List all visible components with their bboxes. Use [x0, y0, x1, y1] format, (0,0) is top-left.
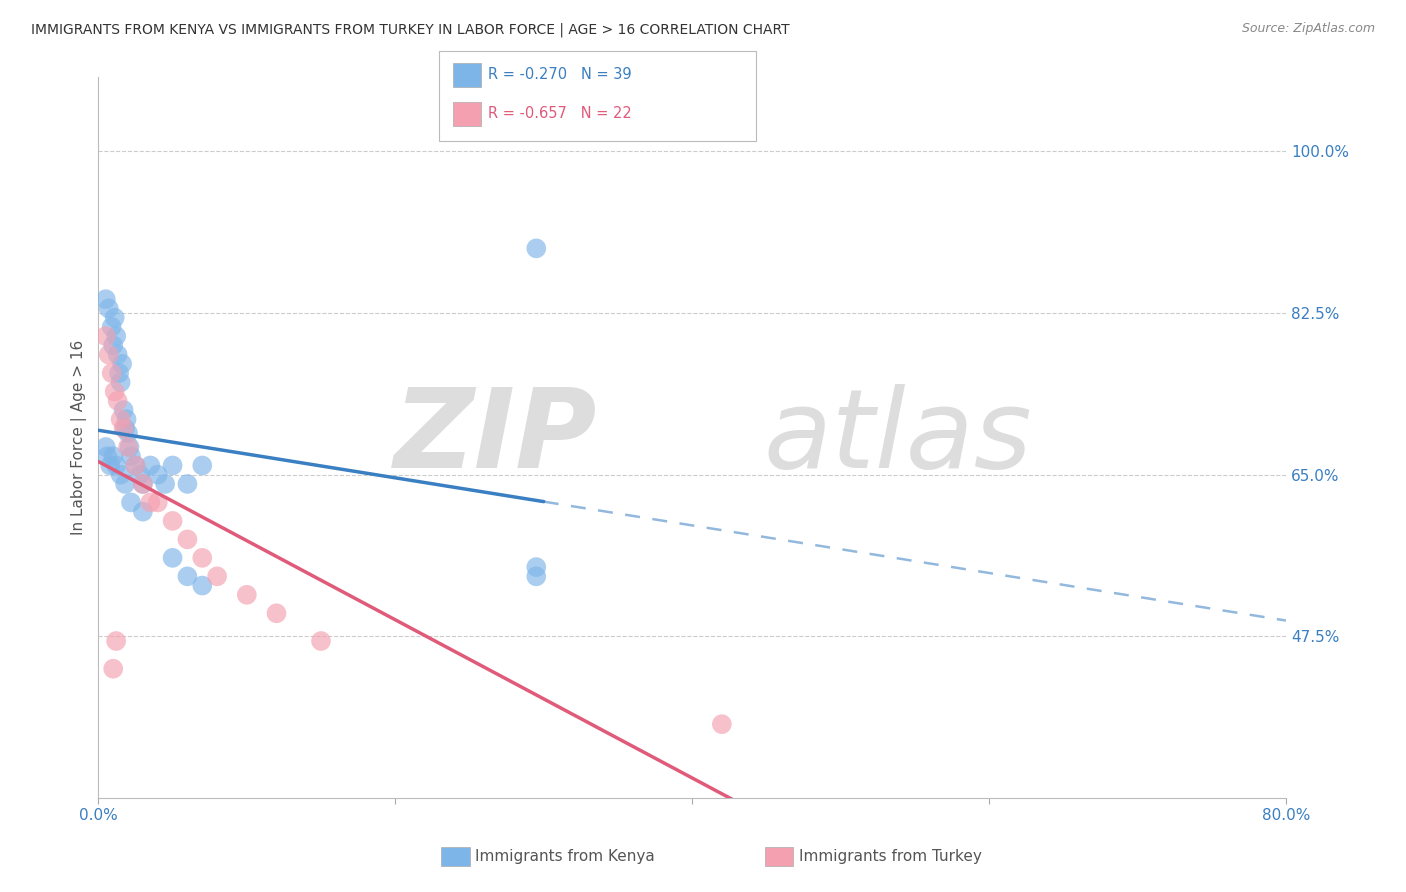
Point: [115, 412, 138, 426]
Text: ZIP: ZIP: [394, 384, 598, 491]
Text: Source: ZipAtlas.com: Source: ZipAtlas.com: [1241, 22, 1375, 36]
Point: [94, 329, 117, 343]
Point: [524, 560, 547, 574]
Point: [103, 449, 125, 463]
Point: [146, 467, 169, 482]
Point: [108, 366, 131, 380]
Point: [139, 458, 162, 473]
Point: [114, 477, 136, 491]
Point: [105, 458, 128, 473]
Point: [120, 495, 142, 509]
Text: Immigrants from Turkey: Immigrants from Turkey: [799, 849, 981, 863]
Point: [129, 467, 152, 482]
Point: [98, 458, 121, 473]
Point: [176, 569, 198, 583]
Y-axis label: In Labor Force | Age > 16: In Labor Force | Age > 16: [72, 340, 87, 535]
Point: [139, 495, 162, 509]
Point: [205, 569, 228, 583]
Point: [107, 348, 129, 362]
Point: [117, 426, 139, 441]
Point: [97, 301, 120, 316]
Text: R = -0.270   N = 39: R = -0.270 N = 39: [488, 68, 631, 82]
Text: atlas: atlas: [763, 384, 1032, 491]
Point: [97, 348, 120, 362]
Point: [110, 412, 132, 426]
Point: [107, 393, 129, 408]
Point: [162, 514, 184, 528]
Point: [94, 440, 117, 454]
Point: [162, 458, 184, 473]
Point: [105, 634, 128, 648]
Point: [96, 449, 118, 463]
Point: [112, 421, 135, 435]
Point: [112, 403, 135, 417]
Point: [191, 458, 214, 473]
Point: [100, 366, 122, 380]
Point: [524, 569, 547, 583]
Point: [146, 495, 169, 509]
Text: IMMIGRANTS FROM KENYA VS IMMIGRANTS FROM TURKEY IN LABOR FORCE | AGE > 16 CORREL: IMMIGRANTS FROM KENYA VS IMMIGRANTS FROM…: [31, 22, 790, 37]
Point: [309, 634, 332, 648]
Point: [176, 533, 198, 547]
Point: [132, 477, 155, 491]
Point: [111, 357, 134, 371]
Point: [110, 467, 132, 482]
Point: [103, 662, 125, 676]
Point: [117, 440, 139, 454]
Point: [110, 376, 132, 390]
Point: [103, 338, 125, 352]
Text: R = -0.657   N = 22: R = -0.657 N = 22: [488, 106, 631, 120]
Point: [524, 241, 547, 255]
Point: [191, 578, 214, 592]
Point: [105, 329, 128, 343]
Point: [176, 477, 198, 491]
Text: Immigrants from Kenya: Immigrants from Kenya: [475, 849, 655, 863]
Point: [104, 310, 127, 325]
Point: [153, 477, 176, 491]
Point: [124, 458, 146, 473]
Point: [236, 588, 259, 602]
Point: [120, 449, 142, 463]
Point: [124, 458, 146, 473]
Point: [132, 477, 155, 491]
Point: [710, 717, 733, 731]
Point: [114, 421, 136, 435]
Point: [118, 440, 141, 454]
Point: [191, 550, 214, 565]
Point: [100, 319, 122, 334]
Point: [132, 505, 155, 519]
Point: [266, 607, 288, 621]
Point: [94, 292, 117, 306]
Point: [104, 384, 127, 399]
Point: [162, 550, 184, 565]
